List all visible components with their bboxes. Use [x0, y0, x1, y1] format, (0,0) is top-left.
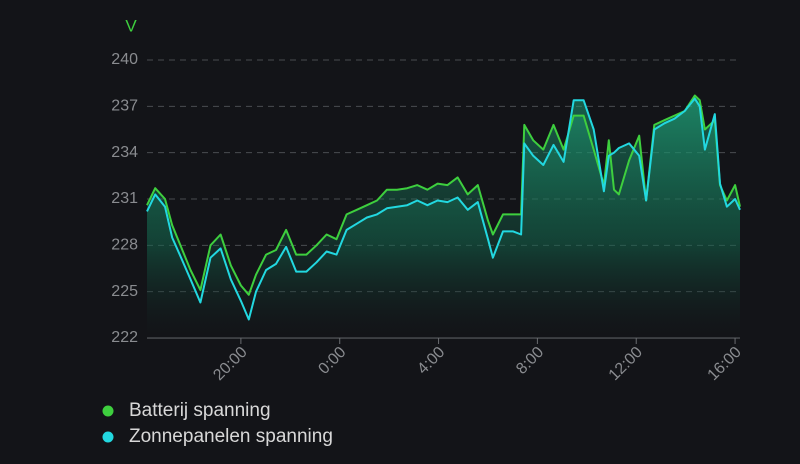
y-unit-label: V — [125, 16, 137, 35]
line — [146, 94, 741, 296]
y-tick-label: 222 — [111, 329, 138, 346]
legend-marker — [102, 405, 114, 417]
x-tick-label: 0:00 — [315, 344, 349, 378]
legend-label: Zonnepanelen spanning — [129, 426, 333, 447]
x-tick-label: 8:00 — [513, 344, 547, 378]
x-tick-label: 4:00 — [414, 344, 448, 378]
x-tick-label: 16:00 — [705, 344, 745, 384]
y-tick-label: 228 — [111, 237, 138, 254]
y-tick-label: 231 — [111, 190, 138, 207]
legend-label: Batterij spanning — [129, 400, 271, 421]
y-tick-label: 240 — [111, 51, 138, 68]
legend-marker — [102, 431, 114, 443]
y-tick-label: 237 — [111, 98, 138, 115]
x-tick-label: 12:00 — [606, 344, 646, 384]
area — [147, 98, 740, 338]
x-tick-label: 20:00 — [210, 344, 250, 384]
line — [146, 97, 741, 321]
y-tick-label: 234 — [111, 144, 138, 161]
y-tick-label: 225 — [111, 283, 138, 300]
